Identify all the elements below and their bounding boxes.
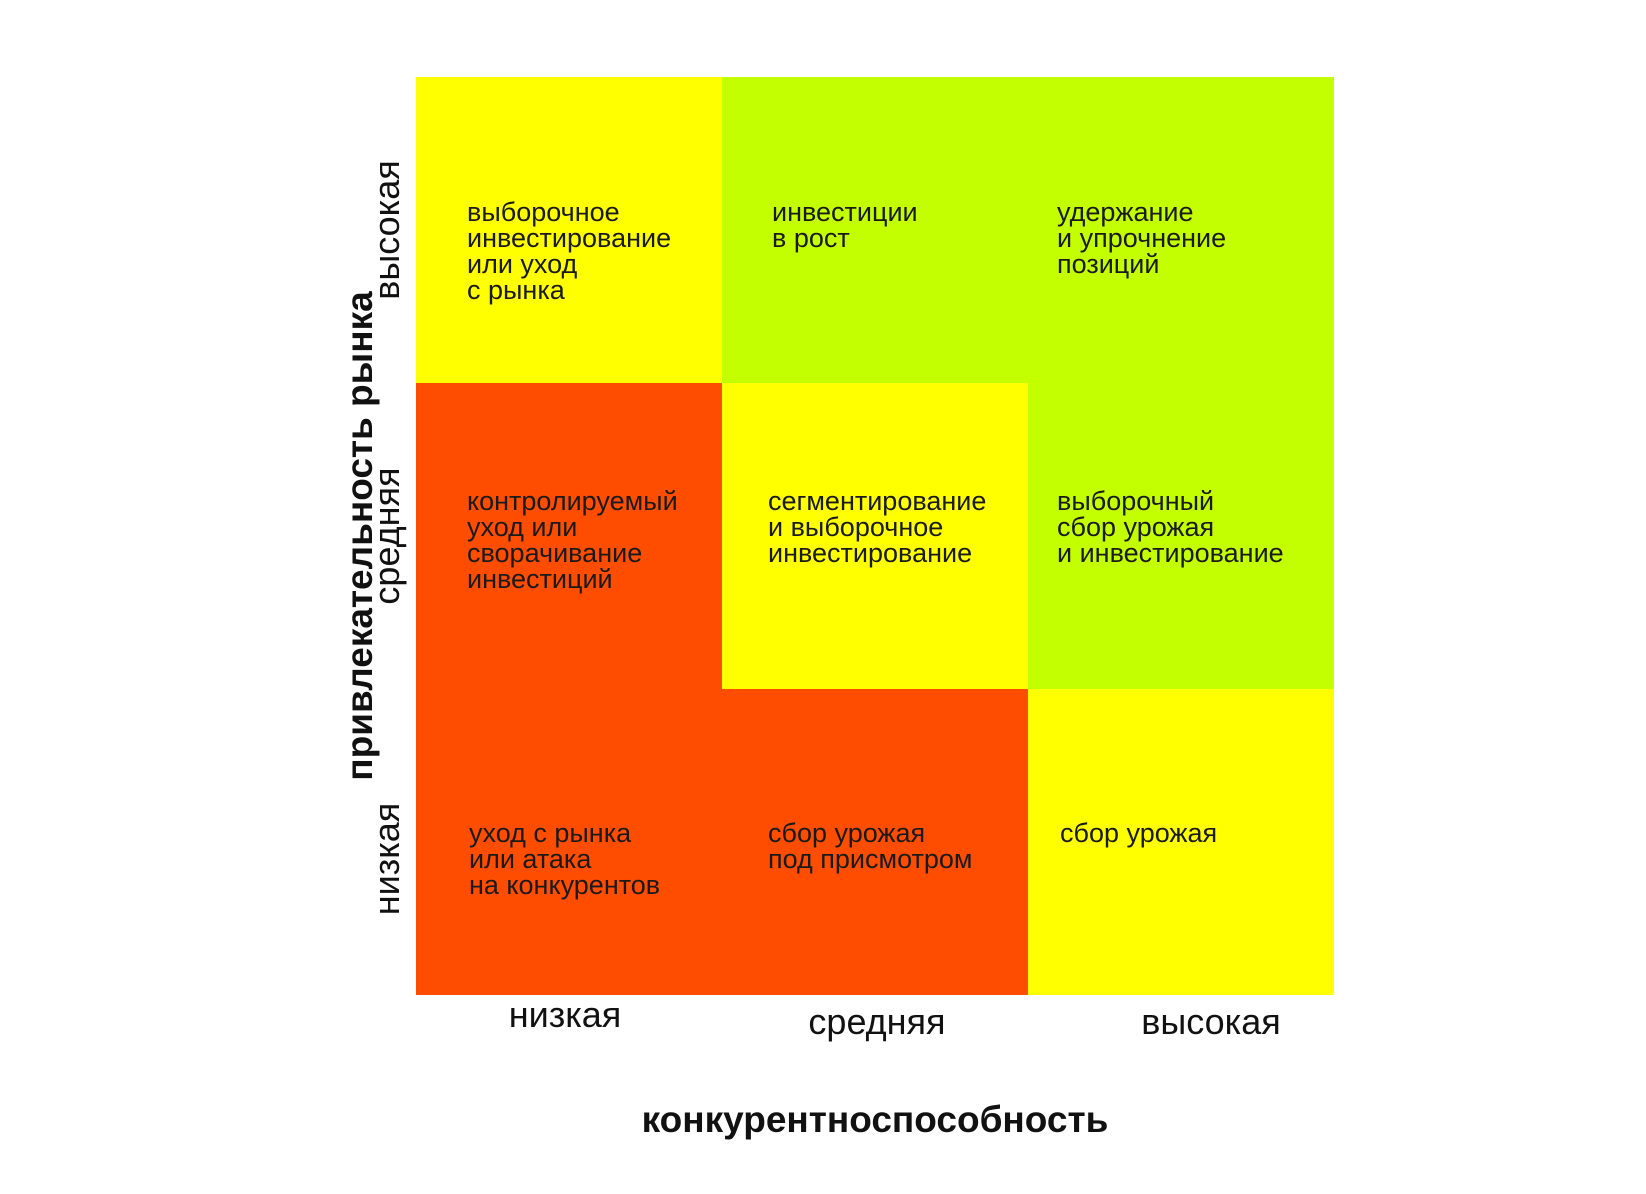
cell-text: сегментирование и выборочное инвестирова… [768, 486, 987, 568]
cell-text: сбор урожая [1060, 818, 1218, 848]
cell-low-medium: сбор урожая под присмотром [722, 689, 1028, 995]
cell-medium-high: выборочный сбор урожая и инвестирование [1028, 383, 1334, 689]
cell-text: сбор урожая под присмотром [768, 818, 973, 874]
cell-text: инвестиции в рост [772, 197, 918, 253]
cell-high-low: выборочное инвестирование или уход с рын… [416, 77, 722, 383]
row-label-high: высокая [366, 160, 407, 300]
strategy-matrix: выборочное инвестирование или уход с рын… [416, 77, 1334, 995]
col-label-low: низкая [508, 994, 622, 1035]
cell-medium-medium: сегментирование и выборочное инвестирова… [722, 383, 1028, 689]
x-axis-title: конкурентноспособность [641, 1099, 1109, 1140]
col-label-medium: средняя [808, 1001, 946, 1042]
cell-text: выборочный сбор урожая и инвестирование [1057, 486, 1284, 568]
row-label-medium: средняя [366, 467, 407, 605]
cell-high-medium: инвестиции в рост [722, 77, 1028, 383]
cell-text: удержание и упрочнение позиций [1057, 197, 1227, 279]
cell-high-high: удержание и упрочнение позиций [1028, 77, 1334, 383]
cell-medium-low: контролируемый уход или сворачивание инв… [416, 383, 722, 689]
cell-low-high: сбор урожая [1028, 689, 1334, 995]
cell-text: выборочное инвестирование или уход с рын… [467, 197, 672, 305]
col-label-high: высокая [1141, 1001, 1281, 1042]
cell-text: уход с рынка или атака на конкурентов [469, 818, 661, 900]
cell-low-low: уход с рынка или атака на конкурентов [416, 689, 722, 995]
cell-text: контролируемый уход или сворачивание инв… [467, 486, 678, 594]
row-label-low: низкая [366, 802, 407, 916]
